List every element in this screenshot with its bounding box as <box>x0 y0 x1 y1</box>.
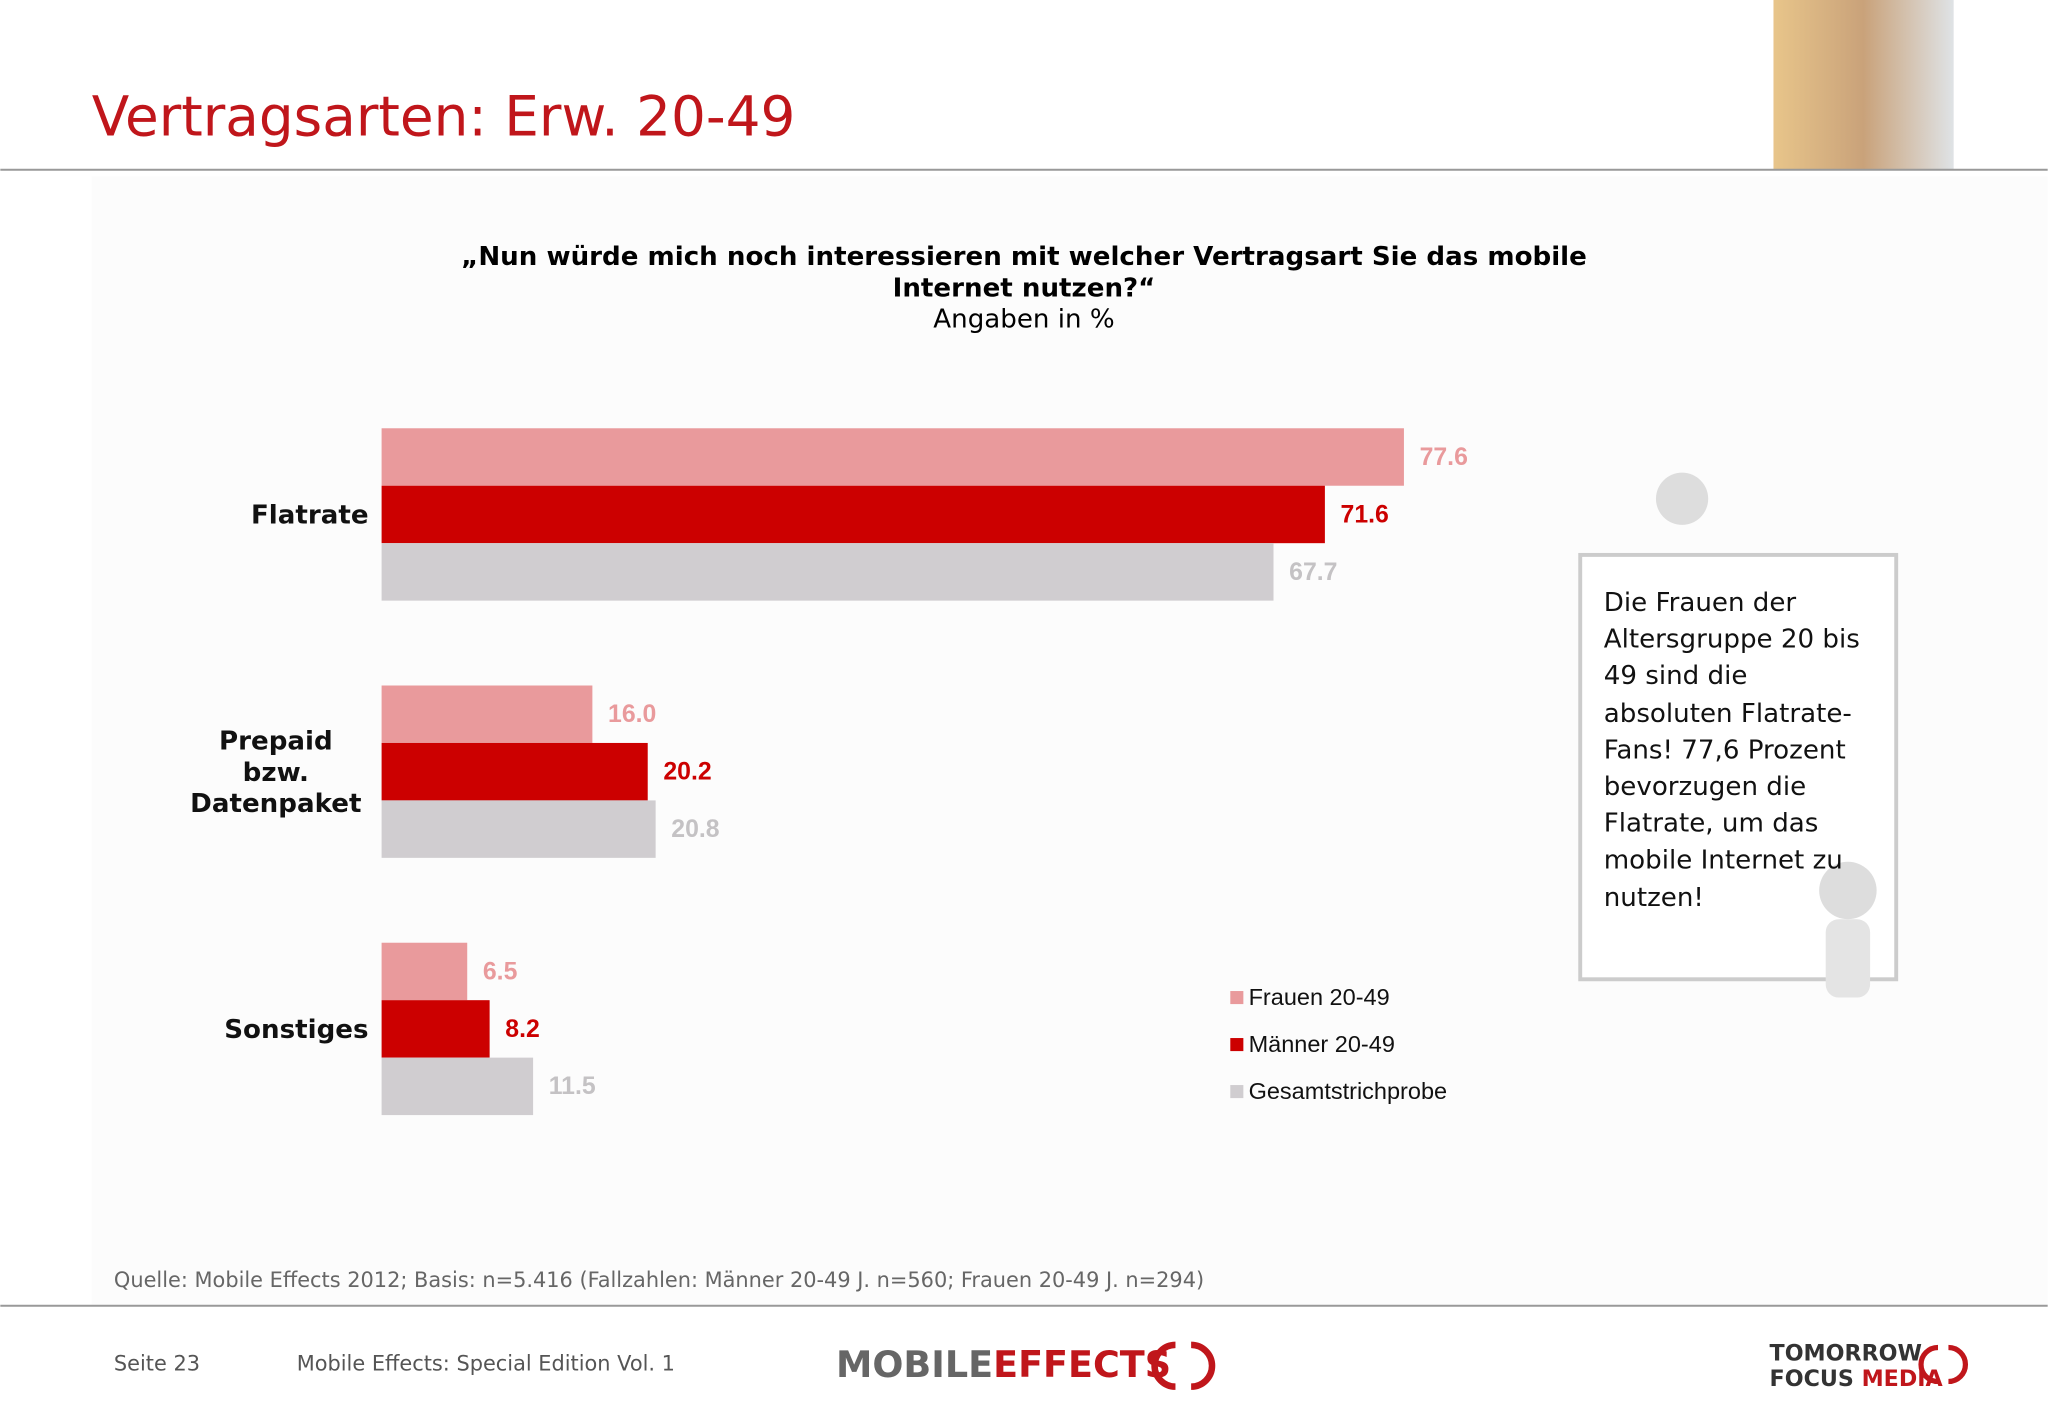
bar <box>381 428 1404 486</box>
legend-marker <box>1230 1085 1244 1099</box>
value-label: 16.0 <box>608 701 656 728</box>
value-label: 20.8 <box>671 816 719 843</box>
legend-label: Männer 20-49 <box>1249 1031 1395 1057</box>
value-label: 6.5 <box>483 958 518 985</box>
category-text: Sonstiges <box>224 1013 369 1045</box>
chart-heading: „Nun würde mich noch interessieren mit w… <box>461 240 1587 335</box>
bar <box>381 742 648 801</box>
bar <box>381 485 1325 544</box>
chart-title: „Nun würde mich noch interessieren mit w… <box>461 240 1587 303</box>
category-text: Flatrate <box>250 498 369 531</box>
figure-head <box>1819 861 1877 920</box>
logo-part: EFFECTS <box>993 1342 1171 1385</box>
bar <box>381 543 1274 601</box>
bar <box>381 1057 534 1116</box>
note-box: Die Frauen der Altersgruppe 20 bis 49 si… <box>1578 472 1899 998</box>
logo-right: FOCUS MEDIA <box>1770 1365 1944 1391</box>
value-label: 71.6 <box>1341 501 1389 528</box>
figure-body <box>1825 919 1871 998</box>
bar <box>381 1000 490 1058</box>
logo-right: TOMORROW <box>1770 1341 1922 1367</box>
logo-mark <box>1918 1344 1969 1385</box>
source: Quelle: Mobile Effects 2012; Basis: n=5.… <box>114 1268 1204 1292</box>
value-label: 20.2 <box>663 759 711 786</box>
publication: Mobile Effects: Special Edition Vol. 1 <box>297 1351 675 1375</box>
figure-head <box>1655 472 1709 525</box>
category-label: Flatrate <box>250 498 369 531</box>
category-text: Prepaid bzw. Datenpaket <box>190 724 362 819</box>
note-text: Die Frauen der Altersgruppe 20 bis 49 si… <box>1603 586 1860 913</box>
chart-subtitle: Angaben in % <box>933 302 1115 335</box>
photo <box>1773 0 1954 170</box>
bar <box>381 685 593 743</box>
value-label: 67.7 <box>1289 559 1337 586</box>
bar <box>381 942 468 1001</box>
logo-part: FOCUS <box>1770 1365 1854 1391</box>
logo-mark <box>1151 1341 1216 1390</box>
value-label: 11.5 <box>549 1073 596 1100</box>
value-label: 8.2 <box>505 1016 539 1043</box>
note: Die Frauen der Altersgruppe 20 bis 49 si… <box>1603 586 1860 913</box>
plot: Flatrate 77.6 71.6 67.7 Prepaid bzw. Datenpa… <box>190 428 1468 1116</box>
category-label: Sonstiges <box>224 1013 369 1045</box>
slide-title: Vertragsarten: Erw. 20-49 <box>92 84 796 148</box>
logo: MOBILEEFFECTS <box>836 1342 1171 1385</box>
bar <box>381 800 656 858</box>
legend-label: Frauen 20-49 <box>1249 984 1390 1010</box>
legend-label: Gesamtstrichprobe <box>1249 1078 1448 1104</box>
category-label: Prepaid bzw. Datenpaket <box>190 724 362 819</box>
logo-part: MOBILE <box>836 1342 993 1385</box>
page-number: Seite 23 <box>114 1351 200 1375</box>
legend-marker <box>1230 991 1244 1005</box>
legend-marker <box>1230 1038 1244 1052</box>
value-label: 77.6 <box>1420 444 1468 471</box>
